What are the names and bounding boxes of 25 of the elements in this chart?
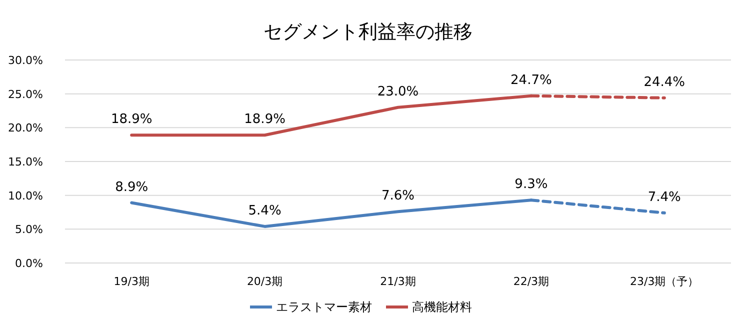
x-tick-label: 20/3期 <box>246 275 283 288</box>
x-tick-label: 23/3期（予） <box>630 275 699 288</box>
data-label: 9.3% <box>514 177 548 192</box>
x-tick-label: 21/3期 <box>380 275 416 288</box>
y-tick-label: 20.0% <box>8 122 43 135</box>
y-tick-label: 0.0% <box>15 257 43 270</box>
data-label: 18.9% <box>110 112 152 128</box>
x-tick-label: 22/3期 <box>513 275 550 288</box>
y-tick-label: 30.0% <box>8 54 43 67</box>
data-label: 23.0% <box>377 84 419 100</box>
legend-label: 高機能材料 <box>412 300 472 314</box>
legend-label: エラストマー素材 <box>276 300 372 314</box>
y-tick-label: 15.0% <box>8 156 43 168</box>
data-label: 24.4% <box>644 74 686 90</box>
chart-title: セグメント利益率の推移 <box>264 21 472 43</box>
y-tick-label: 10.0% <box>8 189 43 202</box>
x-tick-label: 19/3期 <box>114 275 150 288</box>
y-tick-label: 5.0% <box>15 223 43 236</box>
data-label: 24.7% <box>510 72 552 88</box>
data-label: 7.6% <box>381 188 415 204</box>
data-label: 7.4% <box>648 190 681 205</box>
data-label: 18.9% <box>244 112 286 128</box>
y-tick-label: 25.0% <box>8 88 43 101</box>
data-label: 8.9% <box>115 180 148 195</box>
data-label: 5.4% <box>248 203 282 218</box>
